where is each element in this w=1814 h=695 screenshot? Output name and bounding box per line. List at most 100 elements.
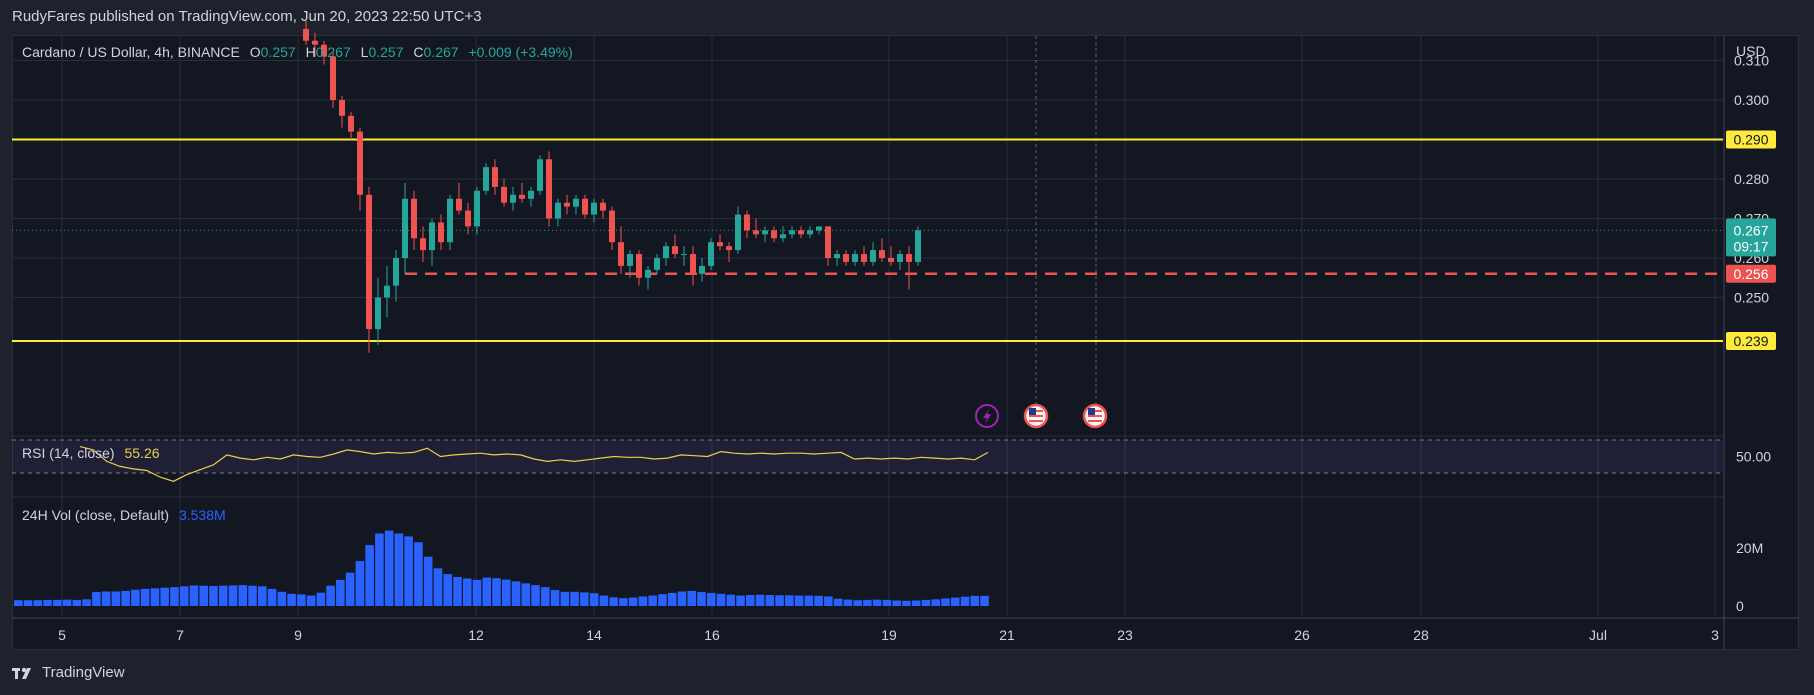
us-flag-icon	[1029, 420, 1043, 422]
candle-body	[861, 254, 867, 262]
volume-bar	[72, 599, 82, 606]
rsi-line	[79, 446, 989, 482]
candle-body	[771, 230, 777, 239]
volume-bar	[638, 596, 648, 606]
volume-bar	[785, 595, 794, 606]
candle-body	[573, 198, 579, 207]
volume-bar	[502, 579, 511, 606]
volume-bar	[199, 585, 208, 606]
volume-bar	[648, 595, 657, 606]
x-tick-label: 12	[468, 627, 484, 643]
publisher-line: RudyFares published on TradingView.com, …	[12, 8, 482, 25]
level-tag	[1726, 264, 1776, 283]
volume-bar	[609, 597, 618, 606]
candle-body	[393, 258, 399, 286]
candle-body	[906, 254, 912, 262]
us-flag-icon	[1088, 420, 1102, 422]
last-price-tag	[1726, 218, 1776, 257]
level-tag	[1726, 130, 1776, 149]
volume-bar	[599, 595, 609, 606]
volume-axis-label: 0	[1736, 598, 1744, 614]
volume-bar	[736, 595, 745, 606]
volume-bar	[697, 592, 706, 606]
volume-bar	[853, 600, 862, 606]
candle-body	[555, 202, 561, 219]
volume-bar	[209, 585, 218, 606]
volume-bar	[560, 591, 570, 606]
currency-label: USD	[1736, 43, 1766, 59]
volume-bar	[33, 600, 43, 606]
candle-body	[879, 250, 885, 258]
lightning-icon	[983, 409, 991, 424]
us-flag-icon	[1029, 415, 1043, 417]
volume-bar	[336, 579, 345, 606]
volume-bar	[189, 585, 199, 606]
candle-body	[510, 194, 516, 203]
candle-body	[780, 234, 786, 239]
high-label: H	[305, 44, 316, 60]
volume-bar	[746, 594, 755, 606]
candle-body	[420, 238, 426, 251]
x-tick-label: 14	[586, 627, 602, 643]
candle-body	[537, 159, 543, 191]
candle-body	[456, 198, 462, 211]
volume-bar	[716, 593, 726, 606]
volume-bar	[794, 595, 804, 606]
volume-bar	[687, 590, 696, 606]
x-tick-label: 28	[1413, 627, 1429, 643]
candle-body	[492, 167, 498, 187]
volume-bar	[150, 588, 160, 606]
candle-body	[582, 198, 588, 215]
candle-body	[753, 230, 759, 235]
volume-bar	[92, 592, 101, 606]
volume-bar	[297, 594, 306, 606]
y-tick-label: 0.250	[1734, 290, 1769, 306]
volume-bar	[53, 599, 62, 606]
volume-bar	[619, 598, 628, 606]
candle-body	[888, 258, 894, 262]
candle-body	[600, 202, 606, 211]
volume-bar	[667, 592, 677, 606]
rsi-legend: RSI (14, close) 55.26	[22, 445, 160, 461]
volume-bar	[765, 594, 775, 606]
candle-body	[816, 226, 822, 231]
footer-brand[interactable]: TradingView	[12, 664, 125, 681]
level-tag-label: 0.290	[1733, 132, 1768, 148]
volume-bar	[316, 592, 326, 606]
x-tick-label: 7	[176, 627, 184, 643]
candle-body	[627, 254, 633, 266]
high-value: 0.267	[315, 44, 351, 60]
candle-body	[474, 190, 480, 227]
candle-body	[528, 190, 534, 199]
last-price-label: 0.267	[1733, 222, 1768, 238]
candle-body	[690, 254, 696, 274]
candle-body	[870, 250, 876, 262]
low-label: L	[360, 44, 369, 60]
volume-axis-label: 20M	[1736, 540, 1763, 556]
symbol-title: Cardano / US Dollar, 4h, BINANCE	[22, 44, 240, 60]
volume-bar	[521, 583, 531, 606]
candle-body	[726, 246, 732, 251]
candle-body	[321, 44, 327, 57]
volume-bar	[101, 591, 111, 606]
volume-bar	[23, 600, 33, 606]
candle-body	[735, 214, 741, 251]
volume-bar	[170, 587, 179, 606]
volume-bar	[14, 600, 23, 606]
volume-bar	[404, 536, 413, 606]
volume-bar	[911, 600, 921, 606]
volume-bar	[248, 585, 257, 606]
candle-body	[672, 246, 678, 255]
volume-bar	[950, 597, 960, 606]
volume-bar	[726, 594, 736, 606]
volume-bar	[238, 585, 248, 606]
candle-body	[501, 186, 507, 203]
volume-bar	[82, 599, 91, 606]
volume-bar	[433, 568, 443, 606]
volume-bar	[804, 595, 814, 606]
chart-frame	[12, 35, 1799, 650]
candle-body	[330, 56, 336, 100]
candle-body	[429, 222, 435, 251]
candle-body	[762, 230, 768, 235]
